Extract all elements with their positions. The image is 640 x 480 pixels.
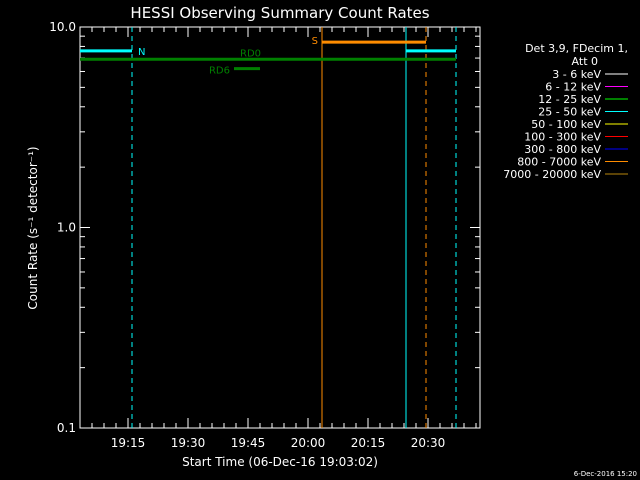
legend-entry-label: 7000 - 20000 keV [503, 168, 601, 181]
y-tick-label: 10.0 [49, 20, 76, 34]
legend-entry-label: 50 - 100 keV [531, 118, 601, 131]
flag-label-n: N [138, 47, 145, 58]
legend-entry-label: 100 - 300 keV [524, 131, 601, 144]
x-tick-label: 19:30 [171, 436, 206, 450]
flag-label-rd6: RD6 [209, 66, 230, 77]
legend-entry-label: 800 - 7000 keV [517, 156, 601, 169]
x-tick-label: 20:15 [351, 436, 386, 450]
flag-bars: N S RD0 RD6 [80, 36, 456, 77]
x-tick-label: 19:15 [111, 436, 146, 450]
plot-frame [79, 26, 481, 429]
chart-title: HESSI Observing Summary Count Rates [130, 4, 429, 22]
x-axis: 19:15 19:30 19:45 20:00 20:15 20:30 [79, 27, 477, 450]
legend-header: Att 0 [572, 55, 598, 68]
y-axis: 10.0 1.0 0.1 [49, 20, 480, 435]
legend-header: Det 3,9, FDecim 1, [525, 42, 628, 55]
y-tick-label: 0.1 [57, 421, 76, 435]
legend-entry-label: 12 - 25 keV [538, 93, 601, 106]
legend-entry-label: 300 - 800 keV [524, 143, 601, 156]
x-tick-label: 20:30 [411, 436, 446, 450]
y-axis-label: Count Rate (s⁻¹ detector⁻¹) [26, 146, 40, 309]
footer-timestamp: 6-Dec-2016 15:20 [574, 470, 637, 478]
flag-label-s: S [312, 36, 318, 47]
y-tick-label: 1.0 [57, 221, 76, 235]
x-tick-label: 20:00 [291, 436, 326, 450]
legend-entry-label: 25 - 50 keV [538, 106, 601, 119]
legend-entry-label: 6 - 12 keV [545, 81, 601, 94]
flag-label-rd0: RD0 [240, 48, 261, 59]
x-axis-label: Start Time (06-Dec-16 19:03:02) [182, 455, 378, 469]
vertical-markers [131, 27, 457, 428]
legend-entry-label: 3 - 6 keV [552, 68, 601, 81]
x-tick-label: 19:45 [231, 436, 266, 450]
